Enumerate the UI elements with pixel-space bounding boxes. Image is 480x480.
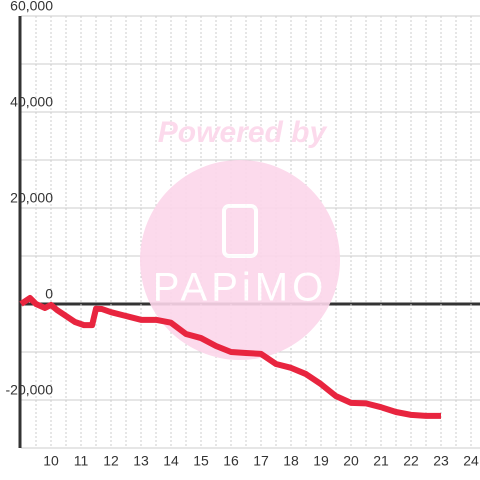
watermark: Powered by PAPiMO — [140, 116, 340, 360]
x-tick-label: 23 — [433, 453, 449, 469]
y-tick-label: 40,000 — [10, 94, 53, 110]
watermark-circle — [140, 160, 340, 360]
y-tick-label: -20,000 — [6, 382, 54, 398]
x-tick-label: 15 — [193, 453, 209, 469]
x-tick-label: 22 — [403, 453, 419, 469]
watermark-logo: PAPiMO — [153, 266, 327, 310]
watermark-text: Powered by — [158, 116, 328, 149]
y-tick-label: 20,000 — [10, 190, 53, 206]
x-tick-label: 10 — [43, 453, 59, 469]
y-tick-label: 0 — [45, 286, 53, 302]
x-tick-label: 12 — [103, 453, 119, 469]
x-tick-label: 13 — [133, 453, 149, 469]
x-tick-label: 24 — [463, 453, 479, 469]
x-tick-label: 17 — [253, 453, 269, 469]
x-tick-label: 20 — [343, 453, 359, 469]
watermark-icon — [222, 204, 258, 258]
y-tick-label: 60,000 — [10, 0, 53, 14]
x-tick-label: 21 — [373, 453, 389, 469]
line — [19, 295, 441, 419]
x-tick-label: 11 — [74, 453, 89, 469]
x-tick-label: 16 — [223, 453, 239, 469]
x-tick-label: 19 — [313, 453, 329, 469]
x-tick-label: 18 — [283, 453, 299, 469]
x-tick-label: 14 — [163, 453, 179, 469]
